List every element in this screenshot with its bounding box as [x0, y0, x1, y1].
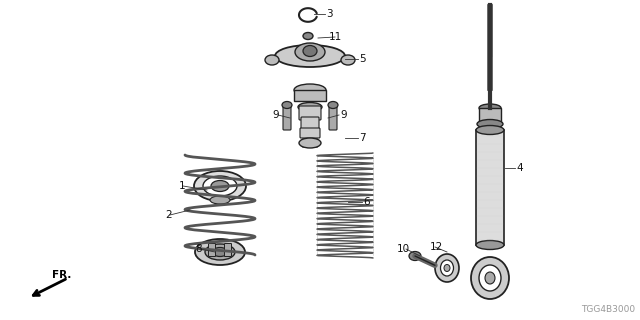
- Text: 6: 6: [363, 197, 370, 207]
- Ellipse shape: [303, 33, 313, 39]
- FancyBboxPatch shape: [479, 108, 501, 124]
- Text: TGG4B3000: TGG4B3000: [581, 305, 635, 314]
- Ellipse shape: [328, 101, 338, 108]
- FancyBboxPatch shape: [299, 106, 321, 120]
- Ellipse shape: [299, 138, 321, 148]
- Text: FR.: FR.: [52, 270, 72, 280]
- Ellipse shape: [477, 119, 503, 129]
- Ellipse shape: [298, 102, 322, 111]
- Ellipse shape: [210, 196, 230, 204]
- FancyBboxPatch shape: [302, 139, 318, 147]
- Ellipse shape: [485, 272, 495, 284]
- Text: 8: 8: [195, 244, 202, 254]
- Ellipse shape: [265, 55, 279, 65]
- Ellipse shape: [282, 101, 292, 108]
- FancyBboxPatch shape: [476, 130, 504, 245]
- Text: 4: 4: [516, 163, 523, 173]
- Ellipse shape: [294, 84, 326, 96]
- Text: 9: 9: [272, 110, 278, 120]
- Text: 10: 10: [397, 244, 410, 254]
- Ellipse shape: [476, 125, 504, 134]
- FancyBboxPatch shape: [283, 106, 291, 130]
- Ellipse shape: [341, 55, 355, 65]
- FancyBboxPatch shape: [209, 244, 216, 257]
- Ellipse shape: [440, 260, 454, 276]
- Ellipse shape: [479, 265, 501, 291]
- Ellipse shape: [195, 239, 245, 265]
- Text: 9: 9: [340, 110, 347, 120]
- Text: 3: 3: [326, 9, 333, 19]
- Ellipse shape: [479, 104, 501, 112]
- Ellipse shape: [444, 265, 450, 271]
- Text: 2: 2: [165, 210, 172, 220]
- Ellipse shape: [275, 45, 345, 67]
- Text: 5: 5: [359, 54, 365, 64]
- FancyBboxPatch shape: [300, 128, 320, 138]
- Text: 11: 11: [329, 32, 342, 42]
- FancyBboxPatch shape: [301, 117, 319, 129]
- Ellipse shape: [194, 171, 246, 201]
- Text: 7: 7: [359, 133, 365, 143]
- FancyBboxPatch shape: [329, 106, 337, 130]
- Ellipse shape: [203, 176, 237, 196]
- FancyBboxPatch shape: [294, 90, 326, 101]
- Ellipse shape: [471, 257, 509, 299]
- Ellipse shape: [303, 45, 317, 57]
- FancyBboxPatch shape: [225, 244, 232, 257]
- Ellipse shape: [205, 244, 235, 260]
- Ellipse shape: [435, 254, 459, 282]
- Ellipse shape: [476, 241, 504, 250]
- Ellipse shape: [211, 180, 229, 191]
- Text: 1: 1: [179, 181, 186, 191]
- Ellipse shape: [295, 43, 325, 61]
- Text: 12: 12: [430, 242, 444, 252]
- Ellipse shape: [212, 247, 228, 257]
- Ellipse shape: [409, 252, 421, 260]
